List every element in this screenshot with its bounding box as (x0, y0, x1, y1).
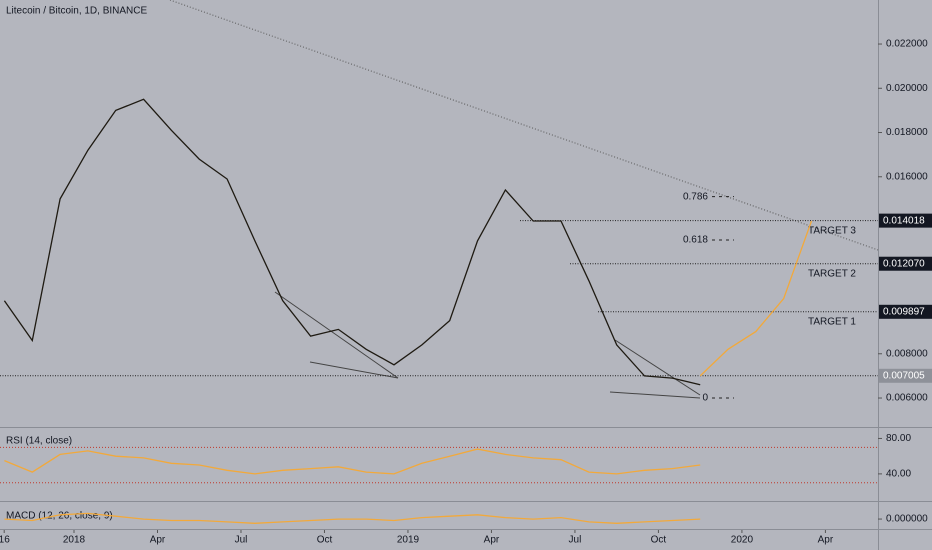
level-label: 0.014018 (883, 215, 925, 226)
target-label: TARGET 1 (808, 316, 856, 327)
level-label: 0.012070 (883, 258, 925, 269)
rsi-line (4, 448, 701, 475)
x-tick-label: Oct (651, 535, 667, 546)
rsi-title: RSI (14, close) (6, 436, 72, 447)
level-badge (879, 213, 932, 228)
y-tick-label: 0.020000 (886, 83, 928, 94)
y-tick-label: 80.00 (886, 433, 911, 444)
y-tick-label: 40.00 (886, 469, 911, 480)
chart-title: Litecoin / Bitcoin, 1D, BINANCE (6, 6, 147, 17)
level-badge (879, 368, 932, 383)
level-label: 0.009897 (883, 306, 925, 317)
x-tick-label: Jul (235, 535, 248, 546)
macd-title: MACD (12, 26, close, 9) (6, 511, 113, 522)
target-label: TARGET 2 (808, 268, 856, 279)
y-tick-label: 0.022000 (886, 39, 928, 50)
wedge-line (274, 291, 399, 379)
x-tick-label: 2019 (397, 535, 420, 546)
level-badge (879, 256, 932, 271)
level-badge (879, 304, 932, 319)
wedge-line (614, 339, 701, 396)
price-line (699, 220, 813, 377)
y-tick-label: 0.018000 (886, 127, 928, 138)
fib-label: 0.618 (683, 235, 708, 246)
level-label: 0.007005 (883, 370, 925, 381)
resistance-trendline (169, 0, 879, 251)
x-tick-label: 2020 (731, 535, 754, 546)
x-tick-label: Apr (150, 535, 166, 546)
macd-line (4, 512, 701, 524)
x-tick-label: Oct (317, 535, 333, 546)
x-tick-label: Apr (484, 535, 500, 546)
wedge-line (609, 391, 701, 399)
x-tick-label: Apr (818, 535, 834, 546)
y-tick-label: 0.016000 (886, 171, 928, 182)
fib-label: 0 (702, 393, 708, 404)
x-tick-label: 2018 (63, 535, 86, 546)
y-tick-label: 0.006000 (886, 393, 928, 404)
fib-label: 0.786 (683, 191, 708, 202)
y-tick-label: 0.000000 (886, 514, 928, 525)
target-label: TARGET 3 (808, 225, 856, 236)
price-line (3, 98, 701, 386)
x-tick-label: 16 (0, 535, 10, 546)
y-tick-label: 0.008000 (886, 348, 928, 359)
x-tick-label: Jul (569, 535, 582, 546)
